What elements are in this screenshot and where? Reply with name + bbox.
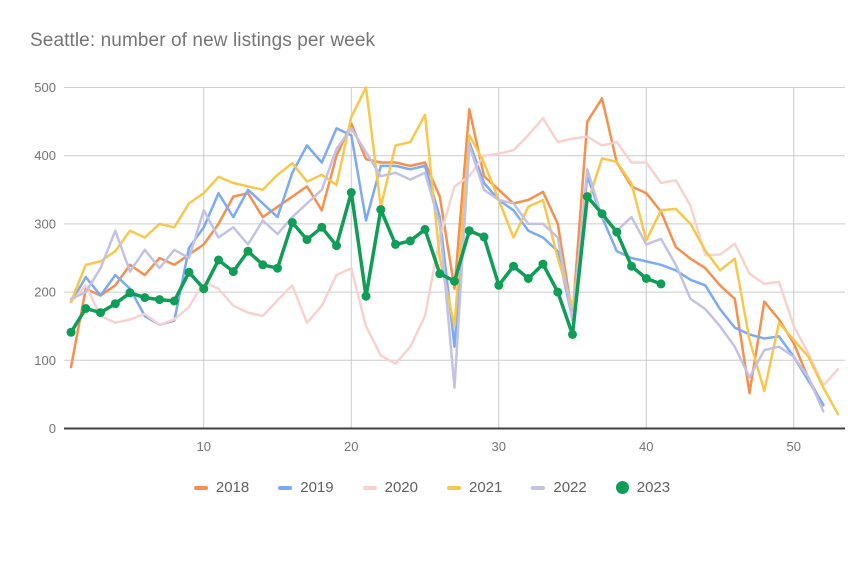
data-point xyxy=(125,288,135,298)
data-point xyxy=(169,296,179,306)
data-point xyxy=(523,274,533,283)
data-point xyxy=(420,224,430,234)
chart-title: Seattle: number of new listings per week xyxy=(30,30,376,51)
legend-swatch-2023 xyxy=(615,481,629,494)
legend-item-2021[interactable]: 2021 xyxy=(447,479,502,496)
data-point xyxy=(405,236,415,246)
data-point xyxy=(553,287,563,297)
data-point xyxy=(361,291,371,301)
data-point xyxy=(332,241,341,251)
legend-label: 2023 xyxy=(636,479,671,496)
legend-label: 2019 xyxy=(300,479,334,496)
data-point xyxy=(96,308,105,318)
legend-label: 2022 xyxy=(553,479,587,496)
data-point xyxy=(110,299,120,309)
y-tick-label: 200 xyxy=(34,285,56,300)
data-point xyxy=(81,304,91,313)
data-point xyxy=(641,274,651,283)
data-point xyxy=(509,261,518,271)
data-point xyxy=(243,246,253,256)
data-point xyxy=(656,279,666,289)
data-point xyxy=(538,259,548,269)
series-line-2018 xyxy=(69,97,825,407)
series-line-2021 xyxy=(69,86,840,416)
data-point xyxy=(199,284,209,294)
data-point xyxy=(214,255,223,265)
legend-item-2023[interactable]: 2023 xyxy=(615,479,671,496)
legend-swatch-2022 xyxy=(531,485,546,490)
legend-item-2020[interactable]: 2020 xyxy=(362,479,418,496)
legend-swatch-2019 xyxy=(278,485,293,490)
legend-item-2018[interactable]: 2018 xyxy=(193,479,250,496)
x-axis-tick-labels: 10 20 30 40 50 xyxy=(197,439,801,454)
data-point xyxy=(228,267,238,277)
y-axis-tick-labels: 0 100 200 300 400 500 xyxy=(34,80,56,436)
legend-swatch-2021 xyxy=(447,485,461,490)
data-point xyxy=(302,235,312,245)
series-line-2019 xyxy=(69,127,825,406)
data-point xyxy=(287,218,297,227)
x-tick-label: 20 xyxy=(344,439,358,454)
y-tick-label: 100 xyxy=(34,353,56,368)
data-point xyxy=(627,261,636,271)
data-point xyxy=(346,188,356,197)
data-point xyxy=(184,267,194,277)
legend-swatch-2020 xyxy=(362,485,377,490)
legend-label: 2021 xyxy=(469,479,503,496)
series-line-2022 xyxy=(69,127,825,413)
data-point xyxy=(155,295,164,305)
data-point xyxy=(479,232,489,242)
data-point xyxy=(612,227,622,237)
series-markers-2023 xyxy=(66,188,666,339)
y-tick-label: 0 xyxy=(49,421,56,436)
data-point xyxy=(317,222,327,232)
y-tick-label: 400 xyxy=(34,148,56,163)
data-point xyxy=(464,226,474,236)
x-tick-label: 10 xyxy=(197,439,211,454)
data-point xyxy=(435,269,445,279)
legend-item-2019[interactable]: 2019 xyxy=(278,479,334,496)
data-point xyxy=(450,276,459,286)
x-tick-label: 30 xyxy=(492,439,506,454)
legend-label: 2018 xyxy=(215,479,250,496)
legend-label: 2020 xyxy=(384,479,418,496)
data-point xyxy=(140,293,150,303)
data-point xyxy=(391,239,400,249)
legend-swatch-2018 xyxy=(193,485,208,490)
y-tick-label: 300 xyxy=(34,216,56,231)
data-point xyxy=(273,263,282,273)
data-point xyxy=(597,209,607,219)
x-tick-label: 50 xyxy=(787,439,801,454)
chart-legend: 2018 2019 2020 2021 2022 2023 xyxy=(0,479,864,496)
data-point xyxy=(66,327,76,337)
data-point xyxy=(376,205,386,215)
data-point xyxy=(582,192,592,202)
x-tick-label: 40 xyxy=(639,439,653,454)
data-point xyxy=(258,260,268,270)
gridlines xyxy=(64,87,845,429)
data-point xyxy=(568,329,577,339)
y-tick-label: 500 xyxy=(34,80,56,95)
legend-item-2022[interactable]: 2022 xyxy=(531,479,587,496)
data-point xyxy=(494,280,504,290)
